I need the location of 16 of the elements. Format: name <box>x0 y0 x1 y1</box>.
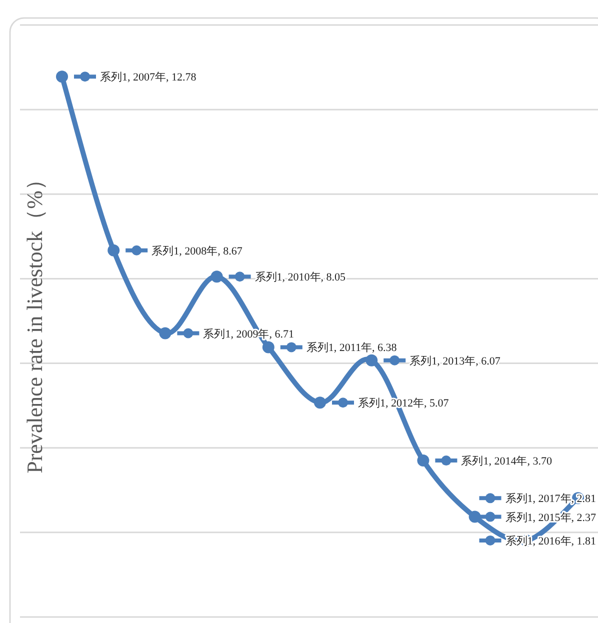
data-label: 系列1, 2014年, 3.70 <box>461 454 552 468</box>
point <box>468 510 481 523</box>
data-label: 系列1, 2010年, 8.05 <box>254 270 346 284</box>
point <box>417 454 430 467</box>
point <box>56 70 68 83</box>
data-label: 系列1, 2007年, 12.78 <box>100 70 197 84</box>
point <box>108 244 120 256</box>
data-label: 系列1, 2011年, 6.38 <box>306 341 398 354</box>
point <box>262 341 274 354</box>
y-axis-title: Prevalence rate in livestock（%） <box>22 168 47 474</box>
point <box>210 270 223 283</box>
point <box>159 327 172 340</box>
data-label: 系列1, 2013年, 6.07 <box>410 354 501 368</box>
point <box>366 354 378 366</box>
point <box>314 396 326 409</box>
data-label: 系列1, 2008年, 8.67 <box>152 244 243 258</box>
